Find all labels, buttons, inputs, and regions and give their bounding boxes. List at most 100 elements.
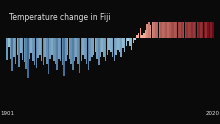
Bar — [150, 25, 151, 38]
Bar — [67, 38, 68, 55]
Bar — [30, 38, 32, 53]
Bar — [56, 38, 58, 70]
Bar — [141, 35, 143, 38]
Bar — [60, 38, 61, 61]
Bar — [74, 38, 75, 61]
Bar — [207, 0, 209, 38]
Bar — [186, 0, 188, 38]
Bar — [211, 0, 212, 38]
Bar — [191, 0, 193, 38]
Bar — [27, 38, 29, 78]
Bar — [190, 0, 191, 38]
Bar — [148, 19, 150, 38]
Bar — [82, 38, 84, 55]
Bar — [108, 38, 110, 50]
Bar — [165, 6, 167, 38]
Bar — [62, 38, 63, 65]
Bar — [100, 38, 101, 57]
Bar — [58, 38, 60, 59]
Text: Temperature change in Fiji: Temperature change in Fiji — [9, 13, 110, 22]
Bar — [11, 38, 13, 71]
Bar — [110, 38, 112, 52]
Bar — [77, 38, 79, 64]
Bar — [53, 38, 55, 61]
Bar — [55, 38, 56, 64]
Bar — [20, 38, 22, 53]
Bar — [152, 21, 153, 38]
Bar — [139, 28, 141, 38]
Bar — [69, 38, 70, 59]
Bar — [204, 0, 205, 38]
Bar — [143, 33, 145, 38]
Bar — [103, 38, 105, 57]
Bar — [48, 38, 49, 74]
Bar — [172, 1, 174, 38]
Bar — [145, 30, 146, 38]
Bar — [24, 38, 25, 62]
Bar — [65, 38, 67, 61]
Bar — [179, 1, 181, 38]
Bar — [122, 38, 124, 48]
Bar — [91, 38, 93, 57]
Bar — [46, 38, 48, 64]
Bar — [126, 38, 127, 46]
Bar — [25, 38, 27, 69]
Bar — [193, 0, 195, 38]
Bar — [157, 10, 158, 38]
Bar — [127, 38, 129, 41]
Bar — [178, 0, 179, 38]
Bar — [185, 0, 186, 38]
Bar — [8, 38, 9, 47]
Bar — [147, 24, 148, 38]
Bar — [183, 3, 184, 38]
Bar — [202, 0, 204, 38]
Bar — [129, 38, 131, 46]
Bar — [51, 38, 53, 55]
Bar — [114, 38, 115, 61]
Bar — [164, 10, 165, 38]
Bar — [6, 38, 8, 60]
Bar — [160, 8, 162, 38]
Bar — [105, 38, 106, 61]
Bar — [89, 38, 91, 61]
Bar — [84, 38, 86, 59]
Bar — [93, 38, 94, 55]
Bar — [18, 38, 20, 67]
Bar — [44, 38, 46, 57]
Bar — [32, 38, 34, 61]
Bar — [212, 0, 214, 38]
Bar — [50, 38, 51, 59]
Bar — [153, 16, 155, 38]
Bar — [133, 38, 134, 43]
Bar — [70, 38, 72, 64]
Bar — [75, 38, 77, 57]
Bar — [63, 38, 65, 76]
Bar — [181, 0, 183, 38]
Bar — [195, 0, 196, 38]
Bar — [124, 38, 125, 52]
Bar — [200, 0, 202, 38]
Bar — [134, 38, 136, 40]
Bar — [174, 6, 176, 38]
Bar — [131, 38, 132, 50]
Bar — [205, 0, 207, 38]
Bar — [98, 38, 99, 65]
Bar — [115, 38, 117, 55]
Bar — [117, 38, 119, 50]
Bar — [39, 38, 41, 55]
Bar — [43, 38, 44, 65]
Bar — [95, 38, 96, 52]
Bar — [167, 12, 169, 38]
Bar — [16, 38, 18, 55]
Bar — [112, 38, 113, 57]
Bar — [136, 35, 138, 38]
Bar — [36, 38, 37, 68]
Bar — [209, 0, 210, 38]
Bar — [119, 38, 120, 52]
Bar — [37, 38, 39, 58]
Bar — [188, 0, 190, 38]
Bar — [41, 38, 42, 61]
Bar — [81, 38, 82, 61]
Bar — [79, 38, 81, 73]
Bar — [197, 0, 198, 38]
